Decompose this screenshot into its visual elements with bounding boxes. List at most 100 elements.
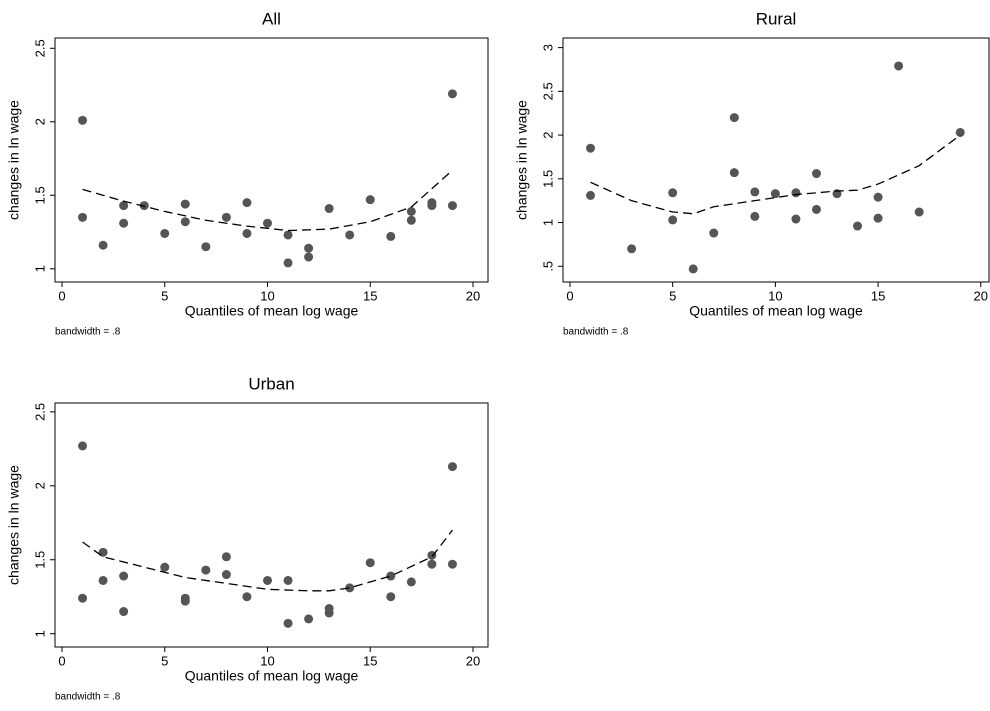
point bbox=[283, 575, 293, 585]
point bbox=[283, 258, 293, 268]
point bbox=[345, 583, 355, 593]
point bbox=[78, 441, 88, 451]
point bbox=[78, 212, 88, 222]
point bbox=[447, 201, 457, 211]
point bbox=[139, 201, 149, 211]
point bbox=[406, 577, 416, 587]
point bbox=[283, 618, 293, 628]
point bbox=[119, 218, 129, 228]
point bbox=[791, 188, 801, 198]
y-axis-label: changes in ln wage bbox=[6, 465, 22, 585]
lowess-line bbox=[82, 529, 453, 592]
point bbox=[119, 571, 129, 581]
lowess-line bbox=[82, 169, 453, 232]
point bbox=[365, 558, 375, 568]
point bbox=[853, 221, 863, 231]
point bbox=[324, 204, 334, 214]
note: bandwidth = .8 bbox=[55, 692, 121, 703]
x-tick-label: 5 bbox=[161, 653, 168, 668]
point bbox=[729, 168, 739, 178]
lowess-line bbox=[590, 134, 961, 215]
y-tick-label: 1 bbox=[540, 219, 555, 226]
point bbox=[668, 215, 678, 225]
plot-frame bbox=[562, 37, 990, 283]
x-axis-label: Quantiles of mean log wage bbox=[185, 668, 359, 684]
x-tick-label: 0 bbox=[566, 288, 573, 303]
x-tick-label: 5 bbox=[669, 288, 676, 303]
y-axis-label: changes in ln wage bbox=[6, 100, 22, 220]
y-axis-label: changes in ln wage bbox=[514, 100, 530, 220]
point bbox=[283, 230, 293, 240]
point bbox=[386, 571, 396, 581]
point bbox=[668, 188, 678, 198]
point bbox=[955, 127, 965, 137]
point bbox=[262, 218, 272, 228]
point bbox=[304, 614, 314, 624]
y-tick-label: 1.5 bbox=[32, 186, 47, 204]
point bbox=[586, 190, 596, 200]
point bbox=[386, 592, 396, 602]
point bbox=[98, 575, 108, 585]
x-tick-label: 5 bbox=[161, 288, 168, 303]
point bbox=[770, 189, 780, 199]
point bbox=[873, 192, 883, 202]
point bbox=[750, 211, 760, 221]
point bbox=[406, 215, 416, 225]
y-tick-label: 3 bbox=[540, 44, 555, 51]
point bbox=[180, 199, 190, 209]
chart-title: All bbox=[262, 9, 281, 28]
point bbox=[180, 596, 190, 606]
y-tick-label: 1 bbox=[32, 630, 47, 637]
point bbox=[586, 143, 596, 153]
x-axis-label: Quantiles of mean log wage bbox=[689, 303, 863, 319]
note: bandwidth = .8 bbox=[55, 327, 121, 338]
point bbox=[873, 213, 883, 223]
point bbox=[709, 228, 719, 238]
x-tick-label: 15 bbox=[363, 288, 377, 303]
point bbox=[811, 204, 821, 214]
point bbox=[262, 575, 272, 585]
note: bandwidth = .8 bbox=[563, 327, 629, 338]
point bbox=[304, 252, 314, 262]
x-tick-label: 10 bbox=[260, 653, 274, 668]
x-tick-label: 20 bbox=[466, 653, 480, 668]
x-axis-label: Quantiles of mean log wage bbox=[185, 303, 359, 319]
point bbox=[447, 89, 457, 99]
x-tick-label: 15 bbox=[363, 653, 377, 668]
point bbox=[221, 552, 231, 562]
point bbox=[119, 201, 129, 211]
point bbox=[201, 242, 211, 252]
y-tick-label: 2.5 bbox=[32, 403, 47, 421]
point bbox=[688, 264, 698, 274]
point bbox=[427, 201, 437, 211]
point bbox=[201, 565, 211, 575]
x-tick-label: 0 bbox=[58, 653, 65, 668]
point bbox=[180, 217, 190, 227]
x-tick-label: 10 bbox=[260, 288, 274, 303]
point bbox=[427, 559, 437, 569]
chart-title: Rural bbox=[756, 9, 797, 28]
x-tick-label: 20 bbox=[974, 288, 988, 303]
y-tick-label: 2 bbox=[32, 118, 47, 125]
point bbox=[894, 61, 904, 71]
point bbox=[627, 244, 637, 254]
point bbox=[811, 169, 821, 179]
y-tick-label: 2 bbox=[32, 482, 47, 489]
point bbox=[447, 559, 457, 569]
point bbox=[345, 230, 355, 240]
point bbox=[98, 547, 108, 557]
point bbox=[365, 195, 375, 205]
x-tick-label: 0 bbox=[58, 288, 65, 303]
x-tick-label: 20 bbox=[466, 288, 480, 303]
point bbox=[406, 206, 416, 216]
point bbox=[160, 562, 170, 572]
point bbox=[78, 593, 88, 603]
x-tick-label: 15 bbox=[871, 288, 885, 303]
point bbox=[119, 607, 129, 617]
point bbox=[914, 207, 924, 217]
y-tick-label: 1.5 bbox=[540, 170, 555, 188]
chart-title: Urban bbox=[248, 374, 294, 393]
point bbox=[242, 592, 252, 602]
point bbox=[78, 115, 88, 125]
